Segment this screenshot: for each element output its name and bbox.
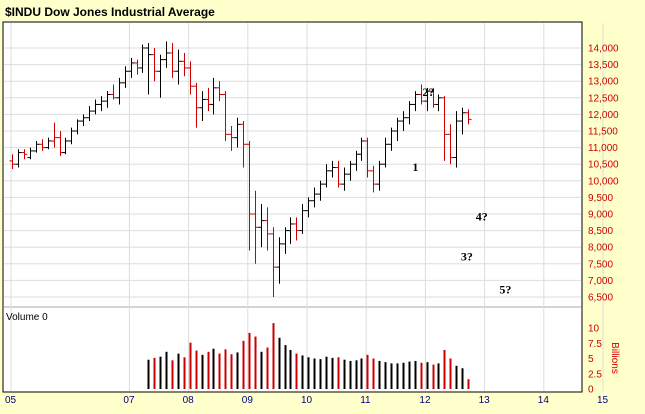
time-tick-label: 07 <box>123 395 135 406</box>
time-tick-label: 15 <box>597 395 609 406</box>
time-tick-label: 05 <box>5 395 17 406</box>
price-tick-label: 7,500 <box>588 259 613 270</box>
time-tick-label: 10 <box>301 395 313 406</box>
volume-tick-label: 10 <box>588 324 600 335</box>
time-tick-label: 14 <box>538 395 550 406</box>
wave-label: 1 <box>412 160 418 174</box>
time-tick-label: 11 <box>360 395 371 406</box>
price-tick-label: 13,000 <box>588 77 619 88</box>
volume-panel-title: Volume 0 <box>6 312 48 323</box>
price-tick-label: 9,500 <box>588 193 613 204</box>
price-tick-label: 10,000 <box>588 176 619 187</box>
volume-tick-label: 0 <box>588 385 594 396</box>
price-tick-label: 8,500 <box>588 226 613 237</box>
time-tick-label: 13 <box>479 395 491 406</box>
time-tick-label: 08 <box>183 395 195 406</box>
price-tick-label: 11,000 <box>588 143 618 154</box>
chart-title: $INDU Dow Jones Industrial Average <box>5 5 215 19</box>
wave-label: 3? <box>461 249 473 263</box>
wave-label: 2? <box>422 85 434 99</box>
volume-unit-label: Billions <box>609 342 620 374</box>
price-tick-label: 11,500 <box>588 127 618 138</box>
price-tick-label: 13,500 <box>588 60 619 71</box>
price-axis: 6,500 7,000 7,500 8,000 8,500 9,000 9,500 10,00… <box>588 44 619 304</box>
wave-label: 4? <box>476 210 488 224</box>
price-tick-label: 9,000 <box>588 210 613 221</box>
volume-tick-label: 5 <box>588 354 594 365</box>
time-tick-label: 09 <box>242 395 254 406</box>
wave-label: 5? <box>499 283 511 297</box>
volume-tick-label: 2.5 <box>588 369 602 380</box>
price-tick-label: 10,500 <box>588 160 619 171</box>
time-axis: 05 07 08 09 10 11 12 13 14 15 <box>5 395 609 406</box>
price-tick-label: 12,000 <box>588 110 619 121</box>
price-tick-label: 14,000 <box>588 44 619 55</box>
price-tick-label: 7,000 <box>588 276 613 287</box>
chart-frame <box>3 22 582 392</box>
volume-axis: 0 2.5 5 7.5 10 <box>588 324 602 396</box>
price-tick-label: 12,500 <box>588 93 619 104</box>
price-tick-label: 8,000 <box>588 243 613 254</box>
time-tick-label: 12 <box>419 395 431 406</box>
volume-tick-label: 7.5 <box>588 339 602 350</box>
price-tick-label: 6,500 <box>588 293 613 304</box>
